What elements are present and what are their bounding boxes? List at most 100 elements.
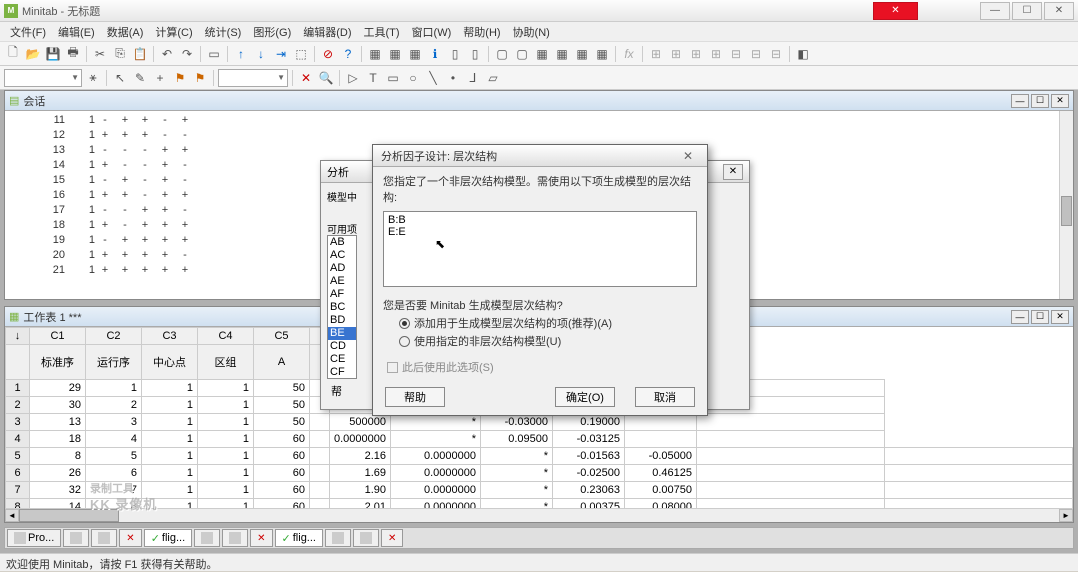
list-item[interactable]: AB (328, 236, 356, 249)
info-icon[interactable]: ℹ (426, 45, 444, 63)
arrow-end-icon[interactable]: ⇥ (272, 45, 290, 63)
list-item[interactable]: AE (328, 275, 356, 288)
session-min-button[interactable]: — (1011, 94, 1029, 108)
help-button[interactable]: 帮助 (385, 387, 445, 407)
menu-stat[interactable]: 统计(S) (199, 22, 248, 42)
rect-icon[interactable]: ▭ (384, 69, 402, 87)
cut-icon[interactable]: ✂ (91, 45, 109, 63)
tb-icon[interactable]: ▦ (573, 45, 591, 63)
maximize-button[interactable]: ☐ (1012, 2, 1042, 20)
tb-icon[interactable]: ⊞ (687, 45, 705, 63)
tb-icon[interactable]: ▭ (205, 45, 223, 63)
tb-icon[interactable]: ⬚ (292, 45, 310, 63)
list-item[interactable]: CE (328, 353, 356, 366)
task-button[interactable] (91, 529, 117, 547)
copy-icon[interactable]: ⎘ (111, 45, 129, 63)
session-close-button[interactable]: ✕ (1051, 94, 1069, 108)
pointer-icon[interactable]: ↖ (111, 69, 129, 87)
task-button[interactable]: ✕ (381, 529, 403, 547)
tb-icon[interactable]: ▦ (406, 45, 424, 63)
tb-icon[interactable]: ▦ (533, 45, 551, 63)
delete-icon[interactable]: ✕ (297, 69, 315, 87)
tb-icon[interactable]: ▯ (466, 45, 484, 63)
tb-icon[interactable]: ⊞ (647, 45, 665, 63)
cancel-icon[interactable]: ⊘ (319, 45, 337, 63)
overlay-close-button[interactable]: ✕ (873, 2, 918, 20)
tb-icon[interactable]: ▢ (513, 45, 531, 63)
menu-file[interactable]: 文件(F) (4, 22, 52, 42)
tb-icon[interactable]: ⊟ (747, 45, 765, 63)
tb-icon[interactable]: ⊞ (667, 45, 685, 63)
brush-icon[interactable]: ✎ (131, 69, 149, 87)
save-icon[interactable]: 💾 (44, 45, 62, 63)
list-item[interactable]: CF (328, 366, 356, 379)
task-button[interactable]: ✕ (119, 529, 141, 547)
menu-graph[interactable]: 图形(G) (247, 22, 297, 42)
task-button[interactable]: Pro... (7, 529, 61, 547)
paste-icon[interactable]: 📋 (131, 45, 149, 63)
checkbox-remember[interactable]: 此后使用此选项(S) (387, 359, 697, 375)
list-item[interactable]: AF (328, 288, 356, 301)
polygon-icon[interactable]: ▱ (484, 69, 502, 87)
task-button[interactable] (222, 529, 248, 547)
combo-2[interactable]: ▼ (218, 69, 288, 87)
menu-edit[interactable]: 编辑(E) (52, 22, 101, 42)
tb-icon[interactable]: ⊟ (767, 45, 785, 63)
redo-icon[interactable]: ↷ (178, 45, 196, 63)
dialog-close-button[interactable]: ✕ (677, 148, 699, 164)
task-button[interactable]: ✕ (250, 529, 272, 547)
task-button[interactable] (63, 529, 89, 547)
list-item[interactable]: CD (328, 340, 356, 353)
ws-hscrollbar[interactable]: ◄► (5, 508, 1073, 522)
radio-use-specified[interactable]: 使用指定的非层次结构模型(U) (399, 333, 697, 349)
undo-icon[interactable]: ↶ (158, 45, 176, 63)
list-item[interactable]: BC (328, 301, 356, 314)
help-icon[interactable]: ? (339, 45, 357, 63)
line-icon[interactable]: ╲ (424, 69, 442, 87)
flag-icon[interactable]: ⚑ (191, 69, 209, 87)
menu-editor[interactable]: 编辑器(D) (297, 22, 357, 42)
print-icon[interactable]: 🖶 (64, 45, 82, 63)
tb-icon[interactable]: ▦ (593, 45, 611, 63)
menu-calc[interactable]: 计算(C) (149, 22, 198, 42)
new-icon[interactable]: 🗋 (4, 45, 22, 63)
arrow-up-icon[interactable]: ↑ (232, 45, 250, 63)
ok-button[interactable]: 确定(O) (555, 387, 615, 407)
minimize-button[interactable]: — (980, 2, 1010, 20)
tb-icon[interactable]: ▯ (446, 45, 464, 63)
ws-close-button[interactable]: ✕ (1051, 310, 1069, 324)
dialog-parent-help-button[interactable]: 帮 (331, 383, 342, 399)
list-item[interactable]: AD (328, 262, 356, 275)
open-icon[interactable]: 📂 (24, 45, 42, 63)
task-button[interactable]: ✓flig... (144, 529, 192, 547)
plus-icon[interactable]: + (151, 69, 169, 87)
circle-icon[interactable]: ○ (404, 69, 422, 87)
flag-icon[interactable]: ⚑ (171, 69, 189, 87)
polyline-icon[interactable]: ⅃ (464, 69, 482, 87)
combo-1[interactable]: ▼ (4, 69, 82, 87)
radio-add-terms[interactable]: 添加用于生成模型层次结构的项(推荐)(A) (399, 315, 697, 331)
search-icon[interactable]: 🔍 (317, 69, 335, 87)
tb-icon[interactable]: ▦ (553, 45, 571, 63)
arrow-down-icon[interactable]: ↓ (252, 45, 270, 63)
list-item[interactable]: BE (328, 327, 356, 340)
ws-min-button[interactable]: — (1011, 310, 1029, 324)
terms-listbox[interactable]: ABACADAEAFBCBDBECDCECF (327, 235, 357, 379)
tb-icon[interactable]: ▢ (493, 45, 511, 63)
menu-tools[interactable]: 工具(T) (358, 22, 406, 42)
session-max-button[interactable]: ☐ (1031, 94, 1049, 108)
tb-icon[interactable]: ⚹ (84, 69, 102, 87)
dialog-parent-close-button[interactable]: ✕ (723, 164, 743, 180)
tb-icon[interactable]: ⊞ (707, 45, 725, 63)
tb-icon[interactable]: ⊟ (727, 45, 745, 63)
list-item[interactable]: BD (328, 314, 356, 327)
close-button[interactable]: ✕ (1044, 2, 1074, 20)
task-button[interactable]: ✓flig... (275, 529, 323, 547)
list-item[interactable]: AC (328, 249, 356, 262)
task-button[interactable] (325, 529, 351, 547)
pointer-icon[interactable]: ▷ (344, 69, 362, 87)
fx-icon[interactable]: fx (620, 45, 638, 63)
tb-icon[interactable]: ◧ (794, 45, 812, 63)
cancel-button[interactable]: 取消 (635, 387, 695, 407)
ws-max-button[interactable]: ☐ (1031, 310, 1049, 324)
